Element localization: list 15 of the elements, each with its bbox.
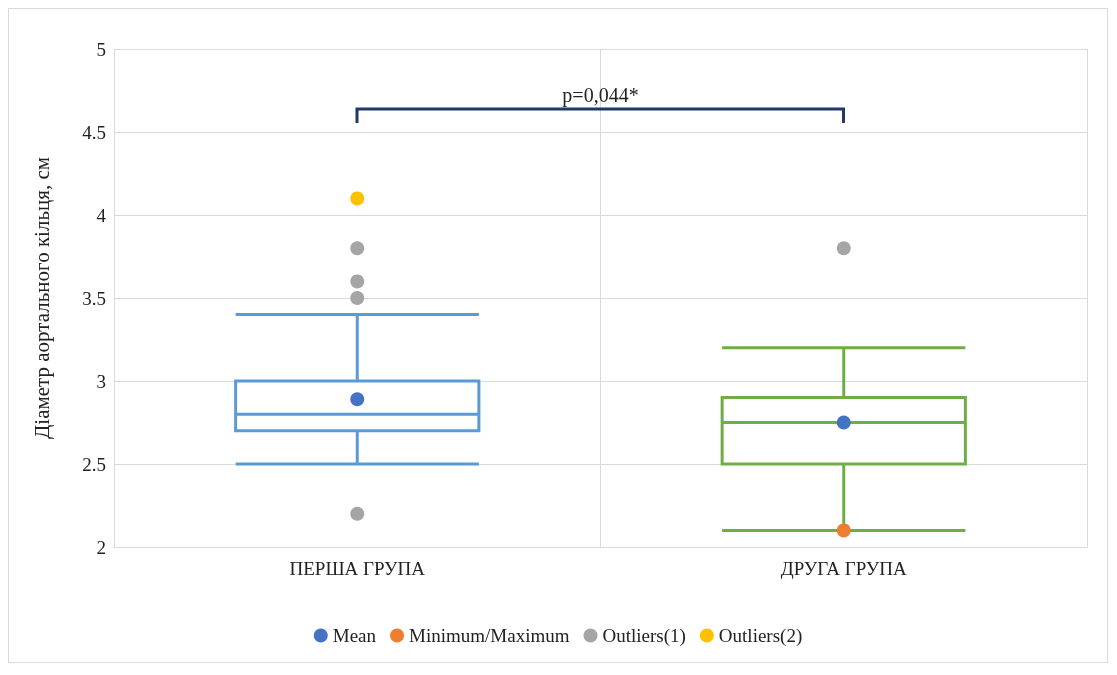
y-tick-label: 4 — [96, 204, 107, 226]
legend-label: Outliers(2) — [718, 625, 803, 647]
y-tick-label: 5 — [96, 38, 106, 60]
y-tick-label: 3.5 — [82, 287, 106, 309]
y-tick-label: 4.5 — [82, 121, 106, 143]
y-axis-title: Діаметр аортального кільця, см — [29, 157, 54, 439]
legend-label: Outliers(1) — [602, 625, 686, 647]
legend-label: Mean — [332, 625, 377, 646]
y-tick-label: 2 — [96, 536, 106, 558]
annotation: p=0,044* — [562, 83, 639, 107]
legend-label: Minimum/Maximum — [409, 625, 570, 646]
y-tick-label: 2.5 — [82, 453, 106, 475]
x-tick-label: ДРУГА ГРУПА — [780, 558, 907, 579]
y-tick-label: 3 — [96, 370, 106, 392]
x-tick-label: ПЕРША ГРУПА — [289, 558, 426, 579]
